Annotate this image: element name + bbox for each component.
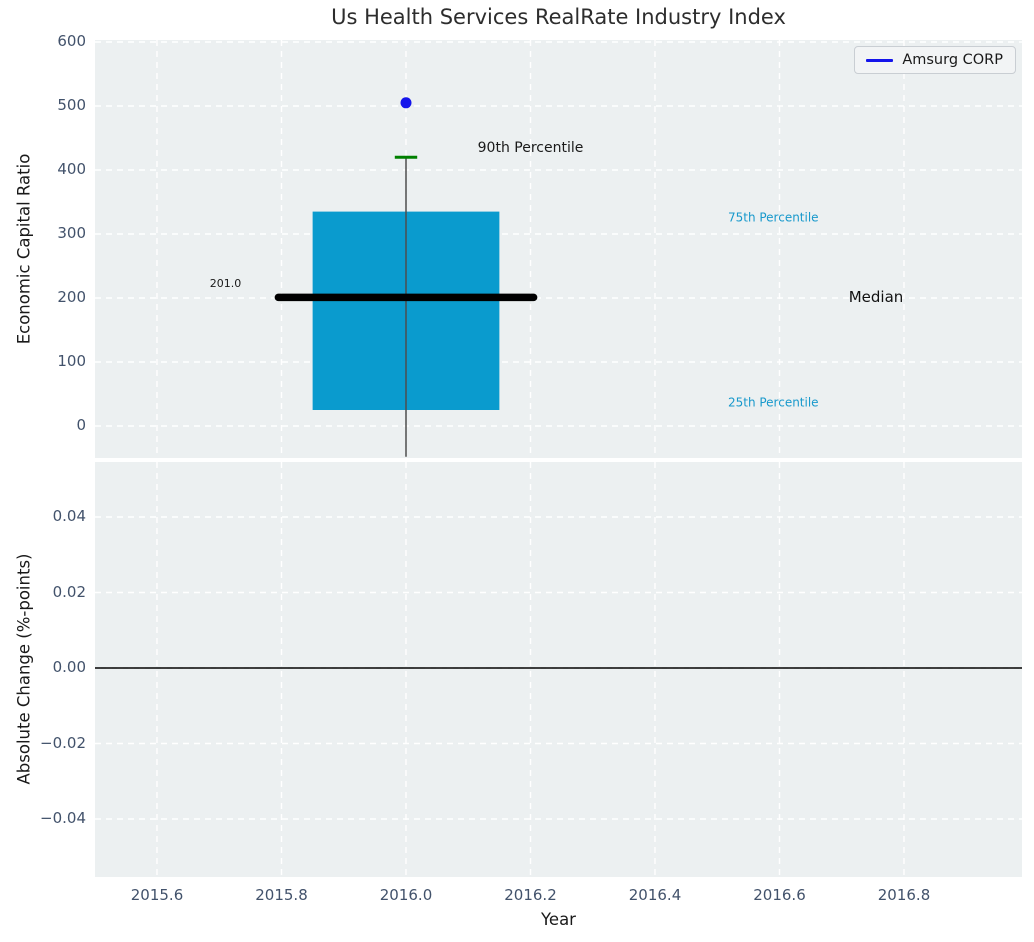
top-y-tick-label: 400	[57, 160, 86, 178]
legend[interactable]: Amsurg CORP	[854, 46, 1016, 74]
x-tick-label: 2016.4	[628, 886, 682, 904]
x-axis-label: Year	[541, 910, 576, 929]
company-data-point	[400, 97, 412, 109]
x-tick-label: 2016.6	[753, 886, 806, 904]
top-y-tick-label: 200	[57, 288, 86, 306]
x-tick-label: 2016.2	[504, 886, 557, 904]
top-y-axis-label: Economic Capital Ratio	[14, 153, 34, 345]
x-tick-label: 2015.8	[255, 886, 308, 904]
top-y-tick-label: 300	[57, 224, 86, 242]
top-plot-area: 90th Percentile 75th Percentile Median 25th…	[95, 40, 1022, 458]
x-tick-label: 2016.0	[379, 886, 433, 904]
top-plot-canvas: 90th Percentile 75th Percentile Median 25th…	[95, 40, 1022, 458]
top-y-tick-label: 0	[76, 416, 86, 434]
annotation-text: 75th Percentile	[728, 211, 819, 225]
bottom-y-tick-label: 0.02	[52, 582, 86, 601]
bottom-y-tick-label: −0.02	[40, 733, 86, 752]
legend-line-icon	[866, 58, 894, 62]
annotation-text: 201.0	[210, 277, 242, 290]
annotation-text: 90th Percentile	[478, 140, 584, 156]
bottom-y-tick-label: 0.00	[52, 658, 86, 676]
annotation-text: 25th Percentile	[728, 395, 819, 409]
x-tick-label: 2015.6	[130, 886, 184, 904]
legend-label: Amsurg CORP	[902, 52, 1003, 68]
annotation-text: Median	[849, 288, 904, 306]
bottom-plot-canvas	[95, 462, 1022, 877]
x-tick-label: 2016.8	[877, 886, 931, 904]
top-y-tick-label: 500	[57, 96, 86, 114]
bottom-y-tick-label: −0.04	[40, 809, 86, 827]
bottom-plot-area	[95, 462, 1022, 877]
bottom-y-tick-label: 0.04	[52, 507, 86, 525]
top-y-tick-label: 100	[57, 352, 86, 370]
chart-title: Us Health Services RealRate Industry Ind…	[331, 5, 786, 29]
top-y-tick-label: 600	[57, 32, 86, 50]
